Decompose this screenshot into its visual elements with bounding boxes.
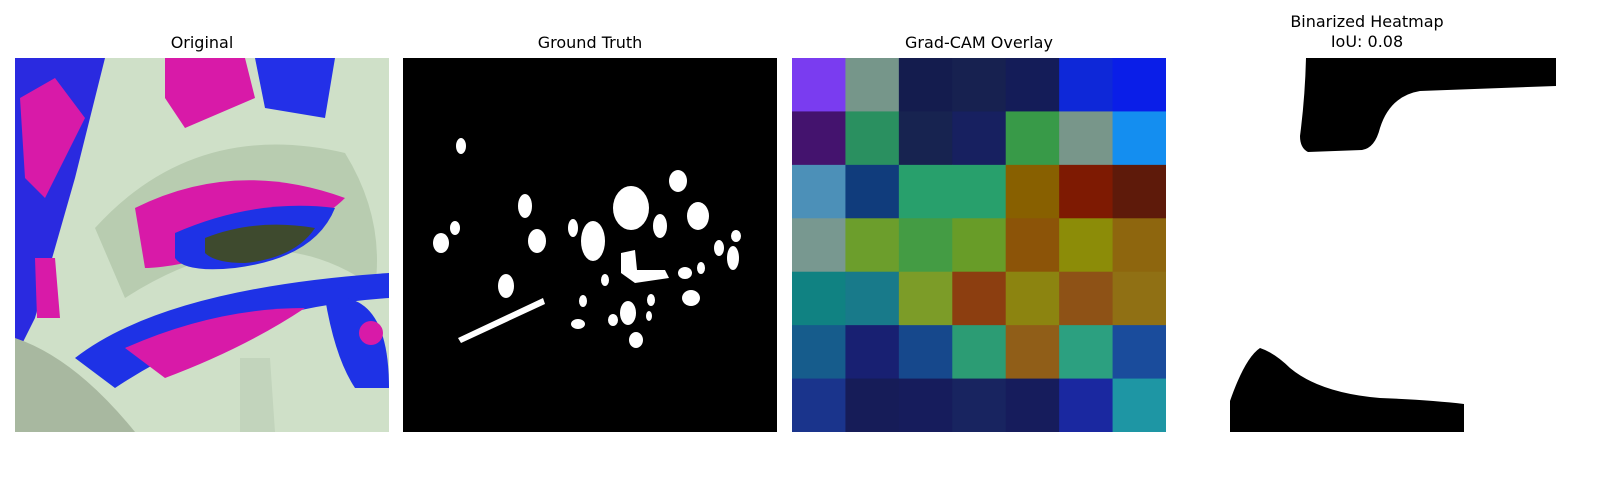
gradcam-cell [1059, 58, 1114, 112]
gradcam-cell [792, 378, 846, 432]
gradcam-cell [898, 164, 953, 219]
gradcam-cell [845, 164, 900, 219]
gradcam-cell [1112, 271, 1166, 326]
gradcam-cell [845, 271, 900, 326]
gradcam-cell [792, 325, 846, 380]
gradcam-cell [792, 271, 846, 326]
original-image [15, 58, 389, 432]
gradcam-cell [792, 111, 846, 166]
gradcam-grid [792, 58, 1166, 432]
gradcam-cell [1005, 58, 1060, 112]
gradcam-cell [952, 325, 1007, 380]
gradcam-cell [1005, 218, 1060, 273]
gradcam-cell [952, 58, 1007, 112]
gradcam-cell [845, 111, 900, 166]
gradcam-cell [1112, 325, 1166, 380]
ground-truth-mask [403, 58, 777, 432]
gradcam-cell [898, 111, 953, 166]
binarized-heatmap [1230, 58, 1556, 432]
gradcam-cell [845, 378, 900, 432]
gradcam-cell [898, 325, 953, 380]
gradcam-cell [845, 325, 900, 380]
gradcam-cell [1112, 58, 1166, 112]
gradcam-cell [952, 271, 1007, 326]
gradcam-cell [1059, 325, 1114, 380]
gradcam-cell [1005, 164, 1060, 219]
gradcam-cell [1112, 111, 1166, 166]
gradcam-title: Grad-CAM Overlay [905, 33, 1053, 52]
gradcam-cell [898, 271, 953, 326]
gradcam-cell [1112, 378, 1166, 432]
gradcam-cell [952, 111, 1007, 166]
gradcam-cell [898, 378, 953, 432]
gradcam-cell [792, 164, 846, 219]
gradcam-cell [1005, 111, 1060, 166]
gradcam-cell [898, 58, 953, 112]
gradcam-cell [845, 58, 900, 112]
gradcam-cell [1005, 378, 1060, 432]
gradcam-cell [1112, 164, 1166, 219]
gradcam-cell [952, 218, 1007, 273]
binarized-title: Binarized Heatmap IoU: 0.08 [1290, 12, 1444, 51]
gradcam-cell [1005, 271, 1060, 326]
gradcam-cell [792, 218, 846, 273]
gradcam-cell [1059, 271, 1114, 326]
gradcam-cell [1059, 164, 1114, 219]
gradcam-cell [1005, 325, 1060, 380]
original-title: Original [170, 33, 234, 52]
ground-truth-title: Ground Truth [537, 33, 643, 52]
gradcam-cell [1112, 218, 1166, 273]
gradcam-cell [1059, 378, 1114, 432]
gradcam-cell [952, 378, 1007, 432]
gradcam-cell [952, 164, 1007, 219]
gradcam-overlay [792, 58, 1166, 432]
gradcam-cell [898, 218, 953, 273]
gradcam-cell [1059, 111, 1114, 166]
gradcam-cell [845, 218, 900, 273]
gradcam-cell [792, 58, 846, 112]
gradcam-cell [1059, 218, 1114, 273]
